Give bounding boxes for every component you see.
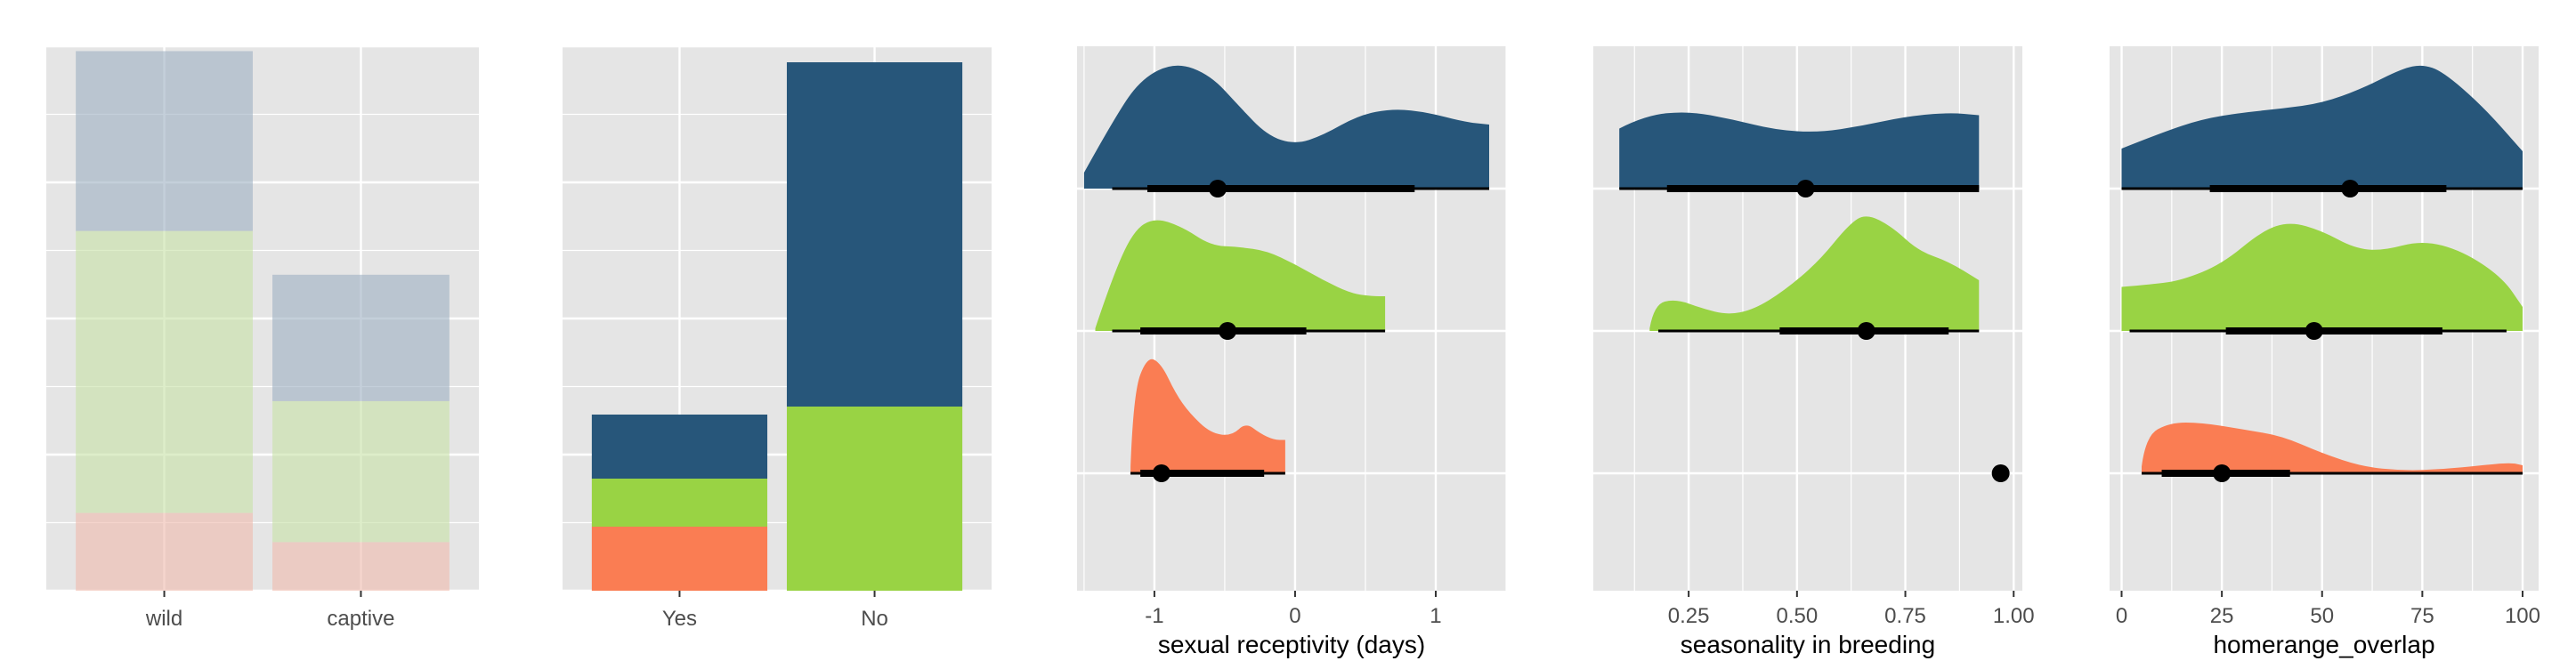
density-series-1 xyxy=(1649,216,1980,331)
x-tick-label: 25 xyxy=(2210,604,2234,628)
bar-wild-segment-0 xyxy=(76,512,253,591)
x-tick-label: 50 xyxy=(2310,604,2334,628)
x-tick-label: No xyxy=(861,607,888,631)
x-tick-label: wild xyxy=(145,607,182,631)
density-series-1 xyxy=(1095,220,1386,331)
density-series-0 xyxy=(1619,112,1980,189)
x-axis-title: seasonality in breeding xyxy=(1681,631,1935,658)
point-estimate-0 xyxy=(2341,180,2360,197)
panel-bar-wild-captive: wild captive xyxy=(46,44,479,631)
point-estimate-0 xyxy=(1796,180,1815,197)
point-estimate-1 xyxy=(2305,322,2323,340)
x-tick-label: Yes xyxy=(662,607,697,631)
point-estimate-0 xyxy=(1209,180,1227,197)
panel-bar-yes-no: Yes No xyxy=(563,44,992,631)
density-series-0 xyxy=(1083,65,1489,189)
bar-captive-segment-2 xyxy=(272,274,450,401)
panel-halfeye-seasonality: 0.25 0.50 0.75 1.00 seasonality in breeding xyxy=(1593,46,2035,658)
bar-wild-segment-1 xyxy=(76,230,253,513)
x-tick-label: 1.00 xyxy=(1993,604,2035,628)
density-series-0 xyxy=(2121,65,2523,189)
point-estimate-2 xyxy=(1991,464,2010,482)
bar-no-segment-2 xyxy=(786,62,963,407)
x-tick-label: captive xyxy=(327,607,394,631)
x-tick-label: 100 xyxy=(2505,604,2540,628)
x-axis-title: homerange_overlap xyxy=(2213,631,2434,658)
density-series-1 xyxy=(2121,223,2523,331)
x-tick-label: -1 xyxy=(1145,604,1163,628)
bar-no-segment-1 xyxy=(786,407,963,591)
x-tick-label: 1 xyxy=(1430,604,1441,628)
bar-wild-segment-2 xyxy=(76,51,253,231)
point-estimate-1 xyxy=(1857,322,1875,340)
bar-captive-segment-1 xyxy=(272,400,450,543)
x-tick-label: 0.50 xyxy=(1776,604,1818,628)
x-tick-label: 75 xyxy=(2410,604,2434,628)
density-series-2 xyxy=(1130,359,1285,473)
point-estimate-2 xyxy=(2213,464,2232,482)
x-tick-label: 0 xyxy=(2116,604,2127,628)
panel-halfeye-homerange-overlap: 0 25 50 75 100 homerange_overlap xyxy=(2110,46,2540,658)
bar-yes-segment-2 xyxy=(591,415,768,479)
point-estimate-2 xyxy=(1152,464,1171,482)
x-tick-label: 0.75 xyxy=(1884,604,1926,628)
x-tick-label: 0 xyxy=(1289,604,1300,628)
point-estimate-1 xyxy=(1219,322,1237,340)
x-axis-title: sexual receptivity (days) xyxy=(1158,631,1425,658)
bar-yes-segment-0 xyxy=(591,527,768,591)
density-series-2 xyxy=(2142,423,2523,473)
x-tick-label: 0.25 xyxy=(1668,604,1710,628)
bar-yes-segment-1 xyxy=(591,479,768,527)
bar-captive-segment-0 xyxy=(272,542,450,591)
